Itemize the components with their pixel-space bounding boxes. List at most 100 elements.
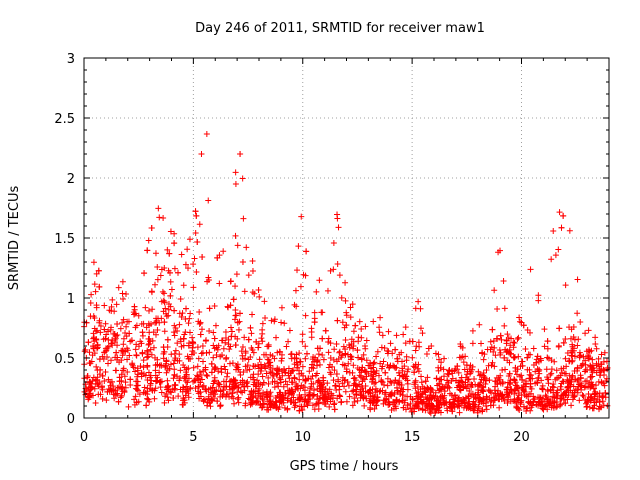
data-point: [294, 364, 301, 371]
data-point: [182, 315, 189, 322]
data-point: [483, 377, 490, 384]
data-point: [288, 379, 295, 386]
data-point: [172, 347, 179, 354]
y-tick-label: 0.5: [54, 352, 75, 367]
data-point: [124, 318, 131, 325]
data-point: [534, 353, 541, 360]
data-point: [267, 351, 274, 358]
data-point: [569, 374, 576, 381]
data-point: [441, 384, 448, 391]
data-point: [463, 385, 470, 392]
data-point: [230, 395, 237, 402]
data-point: [132, 368, 139, 375]
data-point: [120, 341, 127, 348]
data-point: [144, 351, 151, 358]
data-point: [404, 402, 411, 409]
data-point: [536, 398, 543, 405]
data-point: [585, 355, 592, 362]
data-point: [299, 363, 306, 370]
data-point: [178, 314, 185, 321]
data-point: [287, 351, 294, 358]
data-point: [262, 315, 269, 322]
data-point: [553, 367, 560, 374]
x-tick-label: 10: [294, 430, 311, 445]
data-point: [228, 333, 235, 340]
data-point: [151, 354, 158, 361]
data-point: [432, 409, 439, 416]
data-point: [374, 394, 381, 401]
data-point: [494, 306, 501, 313]
data-point: [275, 383, 282, 390]
data-point: [170, 329, 177, 336]
data-point: [260, 389, 267, 396]
data-point: [229, 360, 236, 367]
data-point: [165, 385, 172, 392]
y-tick-label: 1.5: [54, 232, 75, 247]
data-point: [134, 367, 141, 374]
data-point: [176, 377, 183, 384]
data-point: [274, 367, 281, 374]
data-point: [226, 360, 233, 367]
data-point: [489, 359, 496, 366]
data-point: [450, 396, 457, 403]
data-point: [585, 390, 592, 397]
data-point: [478, 340, 485, 347]
data-point: [595, 361, 602, 368]
data-point: [440, 366, 447, 373]
data-point: [108, 378, 115, 385]
data-point: [424, 395, 431, 402]
data-point: [353, 391, 360, 398]
data-point: [497, 332, 504, 339]
data-point: [161, 319, 168, 326]
data-point: [220, 387, 227, 394]
data-point: [373, 367, 380, 374]
data-point: [397, 390, 404, 397]
data-point: [267, 359, 274, 366]
data-point: [248, 330, 255, 337]
data-point: [511, 339, 518, 346]
data-point: [231, 400, 238, 407]
data-point: [575, 383, 582, 390]
data-point: [259, 330, 266, 337]
data-point: [154, 263, 161, 270]
data-point: [472, 395, 479, 402]
data-point: [543, 366, 550, 373]
data-point: [185, 365, 192, 372]
data-point: [309, 402, 316, 409]
data-point: [331, 400, 338, 407]
data-point: [154, 276, 161, 283]
data-point: [486, 377, 493, 384]
data-point: [389, 350, 396, 357]
data-point: [234, 389, 241, 396]
data-point: [491, 363, 498, 370]
data-point: [144, 347, 151, 354]
data-point: [200, 358, 207, 365]
data-point: [327, 371, 334, 378]
data-point: [205, 274, 212, 281]
data-point: [382, 389, 389, 396]
data-point: [325, 349, 332, 356]
data-point: [139, 329, 146, 336]
data-point: [354, 347, 361, 354]
data-point: [512, 382, 519, 389]
data-point: [516, 406, 523, 413]
data-point: [357, 373, 364, 380]
data-point: [456, 386, 463, 393]
data-point: [119, 278, 126, 285]
data-point: [555, 342, 562, 349]
data-point: [378, 378, 385, 385]
data-point: [485, 362, 492, 369]
data-point: [569, 349, 576, 356]
data-point: [466, 403, 473, 410]
data-point: [95, 267, 102, 274]
data-point: [191, 255, 198, 262]
data-point: [294, 382, 301, 389]
data-point: [227, 343, 234, 350]
data-point: [418, 391, 425, 398]
data-point: [524, 327, 531, 334]
data-point: [282, 369, 289, 376]
data-point: [464, 376, 471, 383]
data-point: [120, 335, 127, 342]
data-point: [338, 294, 345, 301]
data-point: [224, 303, 231, 310]
